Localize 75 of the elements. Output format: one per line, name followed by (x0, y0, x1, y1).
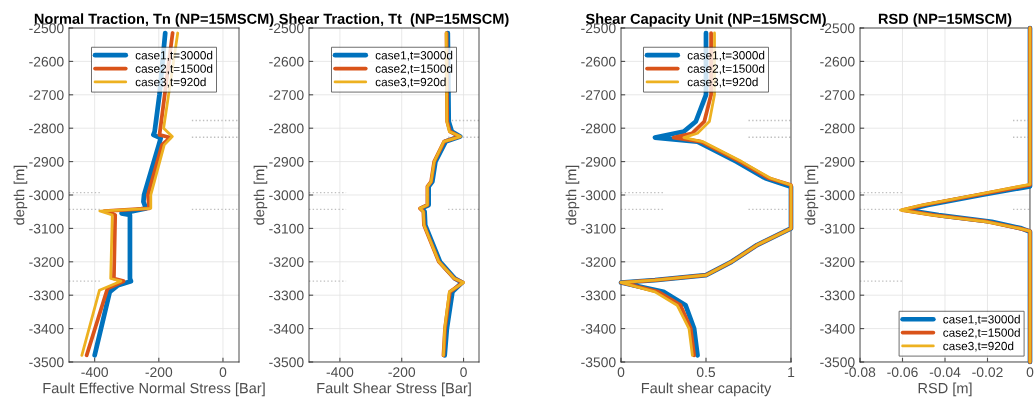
legend-label: case2,t=1500d (687, 64, 765, 75)
x-tick-label: 0.5 (696, 367, 716, 378)
y-tick-label: -2600 (581, 56, 616, 67)
y-axis-title: depth [m] (565, 165, 580, 225)
y-tick-label: -3400 (269, 323, 304, 334)
x-tick-label: -200 (388, 367, 416, 378)
y-tick-label: -3500 (581, 357, 616, 368)
x-tick-label: 0 (1026, 367, 1034, 378)
y-tick-label: -2900 (29, 156, 64, 167)
y-tick-label: -2800 (820, 123, 855, 134)
x-tick-label: -400 (326, 367, 354, 378)
y-tick-label: -3300 (581, 290, 616, 301)
y-tick-label: -3300 (820, 290, 855, 301)
y-tick-label: -2800 (269, 123, 304, 134)
legend-label: case3,t=920d (943, 341, 1014, 352)
y-tick-label: -3300 (29, 290, 64, 301)
x-tick-label: 0 (617, 367, 625, 378)
y-axis-title: depth [m] (253, 165, 268, 225)
y-tick-label: -3200 (820, 257, 855, 267)
y-tick-label: -2700 (820, 90, 855, 100)
legend-label: case3,t=920d (375, 77, 446, 88)
y-tick-label: -2600 (29, 56, 64, 67)
x-tick-label: -0.06 (887, 367, 918, 378)
legend-label: case3,t=920d (135, 77, 206, 88)
x-tick-label: 0 (460, 367, 467, 378)
y-tick-label: -2800 (29, 123, 64, 134)
legend-label: case3,t=920d (687, 77, 758, 88)
y-tick-label: -3200 (269, 257, 304, 267)
x-axis-title: Fault Shear Stress [Bar] (317, 382, 471, 397)
y-tick-label: -3000 (29, 190, 64, 201)
y-tick-label: -2600 (269, 56, 304, 67)
legend-label: case1,t=3000d (375, 50, 453, 61)
y-tick-label: -2700 (581, 90, 616, 100)
y-axis-title: depth [m] (804, 165, 819, 225)
y-tick-label: -3400 (581, 323, 616, 334)
y-tick-label: -3000 (581, 190, 616, 201)
y-tick-label: -3400 (29, 323, 64, 334)
x-axis-title: Fault Effective Normal Stress [Bar] (43, 382, 265, 397)
y-tick-label: -3300 (269, 290, 304, 301)
chart-title: RSD (NP=15MSCM) (878, 13, 1012, 27)
x-tick-label: -200 (145, 367, 173, 378)
x-axis-title: RSD [m] (918, 382, 972, 397)
x-tick-label: -0.08 (844, 367, 876, 378)
y-axis-title: depth [m] (13, 165, 28, 225)
y-tick-label: -3000 (820, 190, 855, 201)
y-tick-label: -2900 (269, 156, 304, 167)
legend-label: case2,t=1500d (135, 64, 213, 75)
legend-label: case1,t=3000d (687, 50, 765, 61)
y-tick-label: -3100 (29, 223, 64, 234)
y-tick-label: -3200 (29, 257, 64, 267)
y-tick-label: -2800 (581, 123, 616, 134)
y-tick-label: -2700 (269, 90, 304, 100)
legend-label: case2,t=1500d (375, 64, 453, 75)
x-tick-label: 1 (788, 367, 795, 377)
y-tick-label: -2600 (820, 56, 855, 67)
y-tick-label: -3100 (581, 223, 616, 234)
legend-label: case2,t=1500d (943, 328, 1020, 339)
y-tick-label: -3100 (820, 223, 855, 234)
y-tick-label: -3500 (269, 357, 304, 368)
legend-label: case1,t=3000d (135, 50, 213, 61)
y-tick-label: -3200 (581, 257, 616, 267)
y-tick-label: -2900 (820, 156, 855, 167)
y-tick-label: -3400 (820, 323, 855, 334)
y-tick-label: -3500 (820, 357, 855, 368)
y-tick-label: -2700 (29, 90, 64, 100)
y-tick-label: -2900 (581, 156, 616, 167)
x-tick-label: -0.02 (972, 367, 1003, 378)
legend-label: case1,t=3000d (943, 314, 1020, 325)
y-tick-label: -3500 (29, 357, 64, 368)
x-axis-title: Fault shear capacity (641, 382, 772, 397)
y-tick-label: -3100 (269, 223, 304, 234)
x-tick-label: 0 (219, 367, 227, 378)
y-tick-label: -3000 (269, 190, 304, 201)
x-tick-label: -0.04 (929, 367, 961, 378)
x-tick-label: -400 (81, 367, 109, 378)
